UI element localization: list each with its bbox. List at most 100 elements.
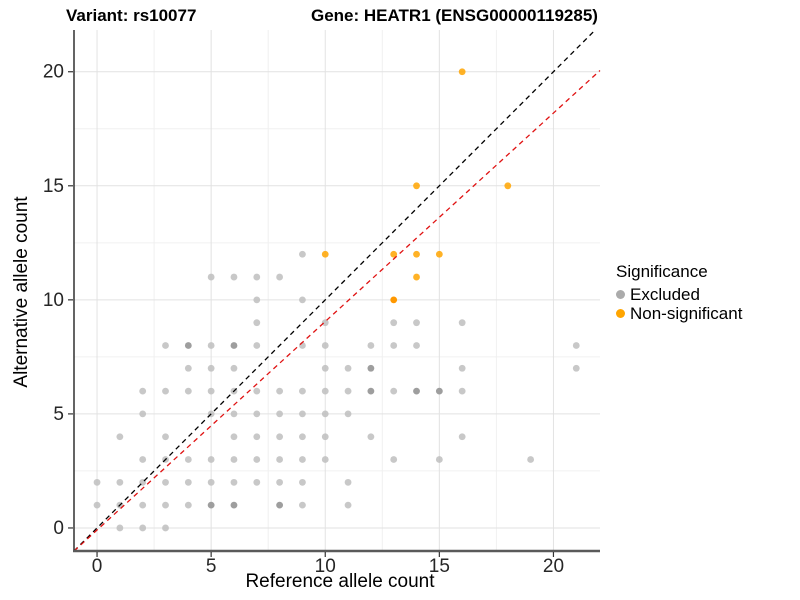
data-point-excluded [367,364,375,372]
data-point-excluded [139,456,147,463]
data-point-excluded [276,456,284,463]
data-point-excluded [230,478,238,486]
plot-title-gene: Gene: HEATR1 (ENSG00000119285) [311,6,598,25]
x-tick-label: 10 [315,556,336,577]
y-axis-title: Alternative allele count [11,196,32,388]
data-point-excluded [230,410,238,418]
data-point-excluded [207,387,215,395]
x-tick-label: 5 [206,556,217,577]
data-point-excluded [162,342,169,349]
data-point-excluded [458,433,466,441]
data-point-excluded [299,456,306,463]
data-point-excluded [299,410,306,418]
data-point-excluded [253,410,261,418]
data-point-excluded [253,319,261,327]
data-point-excluded [184,342,192,349]
data-point-excluded [367,342,375,349]
data-point-excluded [572,364,580,372]
data-point-excluded [321,387,329,395]
data-point-excluded [93,478,101,486]
data-point-excluded [344,364,352,372]
data-point-excluded [344,501,352,509]
data-point-excluded [116,524,124,532]
data-point-excluded [413,319,420,327]
data-point-excluded [230,456,238,463]
legend-item-non-significant: Non-significant [616,304,742,323]
data-point-non-significant [504,182,512,190]
data-point-excluded [572,342,580,349]
excluded-swatch-icon [616,290,625,299]
data-point-excluded [527,456,535,463]
data-point-excluded [276,387,284,395]
non-significant-swatch-icon [616,309,625,318]
data-point-excluded [207,364,215,372]
data-point-excluded [184,501,192,509]
data-point-non-significant [458,68,466,76]
data-point-excluded [184,478,192,486]
data-point-excluded [299,501,306,509]
data-point-excluded [367,433,375,441]
data-point-excluded [299,387,306,395]
data-point-excluded [413,387,420,395]
data-point-excluded [321,433,329,441]
data-point-excluded [321,456,329,463]
x-axis-title: Reference allele count [245,571,435,592]
data-point-excluded [184,364,192,372]
data-point-excluded [458,387,466,395]
data-point-excluded [139,410,147,418]
data-point-excluded [321,342,329,349]
y-tick-label: 0 [53,518,64,539]
data-point-excluded [276,433,284,441]
data-point-excluded [207,273,215,281]
data-point-excluded [299,296,306,304]
data-point-excluded [367,387,375,395]
data-point-excluded [390,456,398,463]
data-point-excluded [230,273,238,281]
data-point-excluded [276,478,284,486]
data-point-excluded [344,478,352,486]
data-point-excluded [299,250,306,258]
data-point-excluded [184,387,192,395]
data-point-non-significant [435,250,443,258]
legend-label-excluded: Excluded [630,284,700,304]
data-point-excluded [116,433,124,441]
data-point-excluded [230,501,238,509]
data-point-excluded [139,501,147,509]
data-point-non-significant [321,250,329,258]
data-point-excluded [184,456,192,463]
data-point-excluded [458,319,466,327]
data-point-excluded [276,410,284,418]
data-point-excluded [230,364,238,372]
data-point-excluded [321,319,329,327]
data-point-excluded [458,364,466,372]
data-point-excluded [162,524,169,532]
data-point-excluded [230,433,238,441]
data-point-excluded [344,410,352,418]
data-point-excluded [253,456,261,463]
legend-label-non-significant: Non-significant [630,303,743,323]
data-point-excluded [162,478,169,486]
legend-item-excluded: Excluded [616,285,742,304]
x-tick-label: 20 [543,556,564,577]
legend-title: Significance [616,262,708,281]
x-tick-label: 0 [92,556,103,577]
data-point-excluded [207,456,215,463]
data-point-excluded [253,273,261,281]
data-point-excluded [230,342,238,349]
x-tick-label: 15 [429,556,450,577]
data-point-excluded [276,273,284,281]
data-point-excluded [413,342,420,349]
data-point-excluded [276,501,284,509]
data-point-excluded [435,456,443,463]
data-point-excluded [321,410,329,418]
data-point-excluded [299,478,306,486]
data-point-excluded [253,296,261,304]
data-point-excluded [162,501,169,509]
legend: Significance Excluded Non-significant [616,262,742,323]
y-tick-label: 5 [53,404,64,425]
data-point-non-significant [390,250,398,258]
data-point-excluded [207,478,215,486]
y-tick-label: 10 [43,290,64,311]
